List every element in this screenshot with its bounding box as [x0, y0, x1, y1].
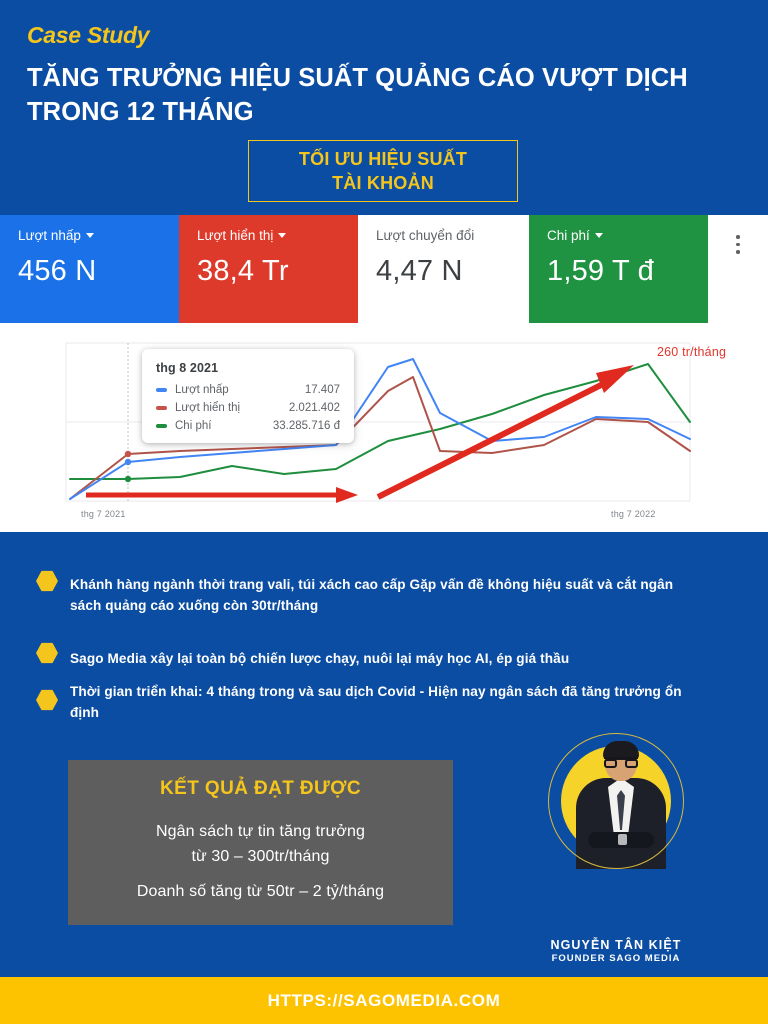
- kpi-label-clicks: Lượt nhấp: [18, 229, 179, 243]
- kpi-value-clicks: 456 N: [18, 254, 97, 287]
- kpi-value-impressions: 38,4 Tr: [197, 254, 289, 287]
- page-title: TĂNG TRƯỞNG HIỆU SUẤT QUẢNG CÁO VƯỢT DỊC…: [27, 64, 688, 126]
- chevron-down-icon[interactable]: [278, 233, 287, 239]
- tooltip-row-clicks: Lượt nhấp 17.407: [156, 384, 340, 396]
- subtitle-badge-line1: TỐI ƯU HIỆU SUẤT: [298, 148, 468, 169]
- tooltip-value-impressions: 2.021.402: [288, 402, 340, 414]
- kpi-label-clicks-text: Lượt nhấp: [18, 228, 81, 243]
- footer-bar: HTTPS://SAGOMEDIA.COM: [0, 977, 768, 1024]
- tooltip-label-cost: Chi phí: [175, 420, 212, 432]
- chevron-down-icon[interactable]: [85, 233, 94, 239]
- legend-swatch-chi-phi: [156, 424, 167, 428]
- legend-swatch-luot-hien-thi: [156, 406, 167, 410]
- founder-avatar: [548, 733, 684, 869]
- annotation-260-label: 260 tr/tháng: [657, 345, 727, 359]
- bullet-text-2: Sago Media xây lại toàn bộ chiến lược ch…: [70, 651, 570, 666]
- data-point-chi-phi: [124, 475, 132, 483]
- kpi-label-conversions-text: Lượt chuyển đổi: [376, 228, 475, 243]
- kpi-label-impressions-text: Lượt hiển thị: [197, 228, 274, 243]
- bullet-marker-3: [36, 689, 58, 711]
- header-section: Case Study TĂNG TRƯỞNG HIỆU SUẤT QUẢNG C…: [0, 0, 768, 215]
- avatar-ring: [548, 733, 684, 869]
- series-line-chi-phi: [69, 363, 691, 480]
- chart-plot-area: [65, 342, 691, 503]
- kpi-label-conversions: Lượt chuyển đổi: [376, 229, 529, 243]
- kpi-overflow-menu-button[interactable]: [708, 215, 768, 329]
- tooltip-value-cost: 33.285.716 đ: [272, 420, 340, 432]
- kpi-label-cost-text: Chi phí: [547, 228, 590, 243]
- kpi-value-cost: 1,59 T đ: [547, 254, 654, 287]
- kpi-label-impressions: Lượt hiển thị: [197, 229, 358, 243]
- results-title: KẾT QUẢ ĐẠT ĐƯỢC: [160, 778, 361, 799]
- kpi-card-impressions[interactable]: Lượt hiển thị 38,4 Tr: [179, 215, 358, 323]
- subtitle-badge-line2: TÀI KHOẢN: [332, 173, 434, 193]
- tooltip-label-impressions: Lượt hiển thị: [175, 402, 241, 414]
- tooltip-row-impressions: Lượt hiển thị 2.021.402: [156, 402, 340, 414]
- x-axis-tick-start: thg 7 2021: [81, 509, 126, 519]
- tooltip-label-clicks: Lượt nhấp: [175, 384, 229, 396]
- kpi-strip: Lượt nhấp 456 N Lượt hiển thị 38,4 Tr Lư…: [0, 215, 768, 329]
- chevron-down-icon[interactable]: [594, 233, 603, 239]
- eyebrow-label: Case Study: [27, 22, 150, 48]
- legend-swatch-luot-nhap: [156, 388, 167, 392]
- founder-name: NGUYỄN TÂN KIỆT: [550, 938, 682, 952]
- tooltip-row-cost: Chi phí 33.285.716 đ: [156, 420, 340, 432]
- subtitle-badge: TỐI ƯU HIỆU SUẤT TÀI KHOẢN: [248, 140, 518, 202]
- kpi-value-conversions: 4,47 N: [376, 254, 463, 287]
- founder-role: FOUNDER SAGO MEDIA: [551, 953, 681, 964]
- results-line-2: từ 30 – 300tr/tháng: [191, 847, 330, 865]
- flat-arrow-annotation: [86, 487, 358, 503]
- bullet-marker-2: [36, 642, 58, 664]
- results-line-3: Doanh số tăng từ 50tr – 2 tỷ/tháng: [136, 882, 385, 900]
- tooltip-value-clicks: 17.407: [304, 384, 340, 396]
- chart-tooltip: thg 8 2021 Lượt nhấp 17.407 Lượt hiển th…: [142, 349, 354, 443]
- kpi-card-clicks[interactable]: Lượt nhấp 456 N: [0, 215, 179, 323]
- series-line-luot-hien-thi: [69, 376, 691, 500]
- series-line-luot-nhap: [69, 358, 691, 500]
- more-vertical-icon[interactable]: [736, 235, 740, 254]
- data-point-luot-hien-thi: [124, 450, 132, 458]
- bullet-list: Khánh hàng ngành thời trang vali, túi xá…: [0, 532, 768, 732]
- kpi-card-conversions[interactable]: Lượt chuyển đổi 4,47 N: [358, 215, 529, 323]
- results-line-1: Ngân sách tự tin tăng trưởng: [155, 823, 366, 840]
- results-panel: KẾT QUẢ ĐẠT ĐƯỢC Ngân sách tự tin tăng t…: [68, 760, 453, 925]
- tooltip-title: thg 8 2021: [156, 361, 219, 375]
- bullet-text-1: Khánh hàng ngành thời trang vali, túi xá…: [70, 577, 674, 613]
- kpi-card-cost[interactable]: Chi phí 1,59 T đ: [529, 215, 708, 323]
- performance-chart: thg 7 2021 thg 7 2022 260 tr/tháng thg 8…: [0, 329, 768, 532]
- x-axis-tick-end: thg 7 2022: [611, 509, 656, 519]
- kpi-label-cost: Chi phí: [547, 229, 708, 243]
- data-point-luot-nhap: [124, 458, 132, 466]
- bullet-marker-1: [36, 570, 58, 592]
- footer-url[interactable]: HTTPS://SAGOMEDIA.COM: [267, 990, 501, 1010]
- bullet-text-3: Thời gian triển khai: 4 tháng trong và s…: [70, 684, 682, 720]
- growth-arrow-annotation: [376, 365, 634, 500]
